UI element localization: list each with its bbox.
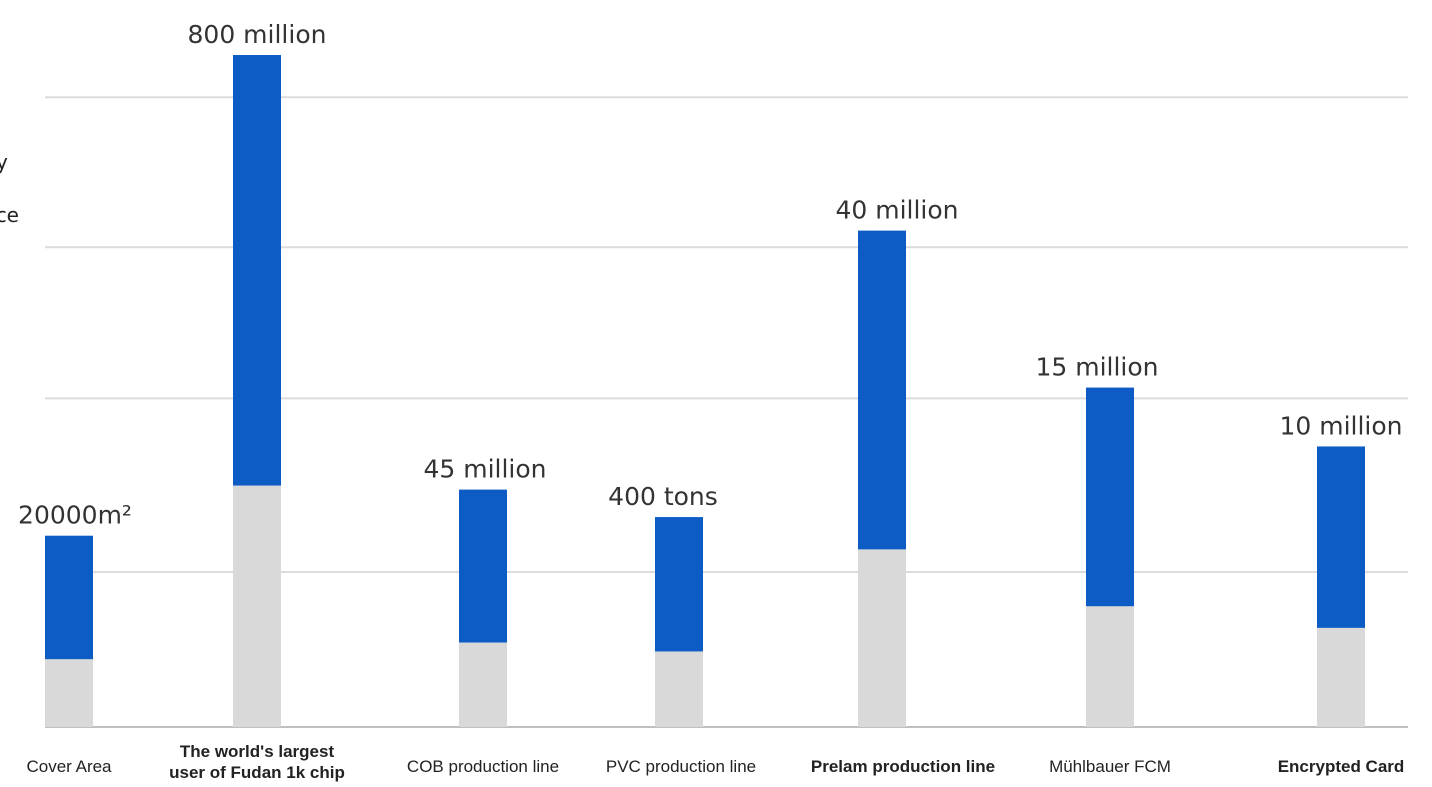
value-label-5: 40 million: [835, 196, 958, 225]
cut-off-text-line-2: ce: [0, 203, 19, 227]
bar-gray-7: [1317, 627, 1365, 727]
category-label-4: PVC production line: [606, 757, 756, 776]
bar-blue-4: [655, 517, 703, 652]
bar-gray-4: [655, 651, 703, 727]
value-label-3: 45 million: [423, 455, 546, 484]
bar-blue-3: [459, 489, 507, 643]
bar-gray-6: [1086, 606, 1134, 727]
value-label-1: 20000m²: [18, 501, 132, 530]
bar-blue-7: [1317, 446, 1365, 628]
category-label-5: Prelam production line: [811, 757, 995, 776]
value-label-2: 800 million: [188, 20, 327, 49]
category-label-6: Mühlbauer FCM: [1049, 757, 1171, 776]
bar-gray-5: [858, 549, 906, 727]
category-label-7: Encrypted Card: [1278, 757, 1405, 776]
bar-blue-1: [45, 535, 93, 660]
category-labels: Cover Area The world's largest user of Fud…: [26, 742, 1404, 782]
cut-off-text-line-1: y: [0, 150, 8, 174]
category-label-2-line-2: user of Fudan 1k chip: [169, 763, 345, 782]
value-label-4: 400 tons: [608, 482, 718, 511]
bar-blue-6: [1086, 387, 1134, 607]
value-label-7: 10 million: [1279, 411, 1402, 440]
bar-blue-5: [858, 230, 906, 550]
category-label-2-line-1: The world's largest: [180, 742, 335, 761]
bars: [45, 55, 1365, 727]
value-labels: 20000m² 800 million 45 million 400 tons 40 m…: [18, 20, 1402, 530]
category-label-3: COB production line: [407, 757, 559, 776]
value-label-6: 15 million: [1035, 353, 1158, 382]
category-label-1: Cover Area: [26, 757, 112, 776]
bar-gray-2: [233, 485, 281, 727]
bar-gray-1: [45, 659, 93, 727]
bar-gray-3: [459, 642, 507, 727]
bar-blue-2: [233, 55, 281, 486]
